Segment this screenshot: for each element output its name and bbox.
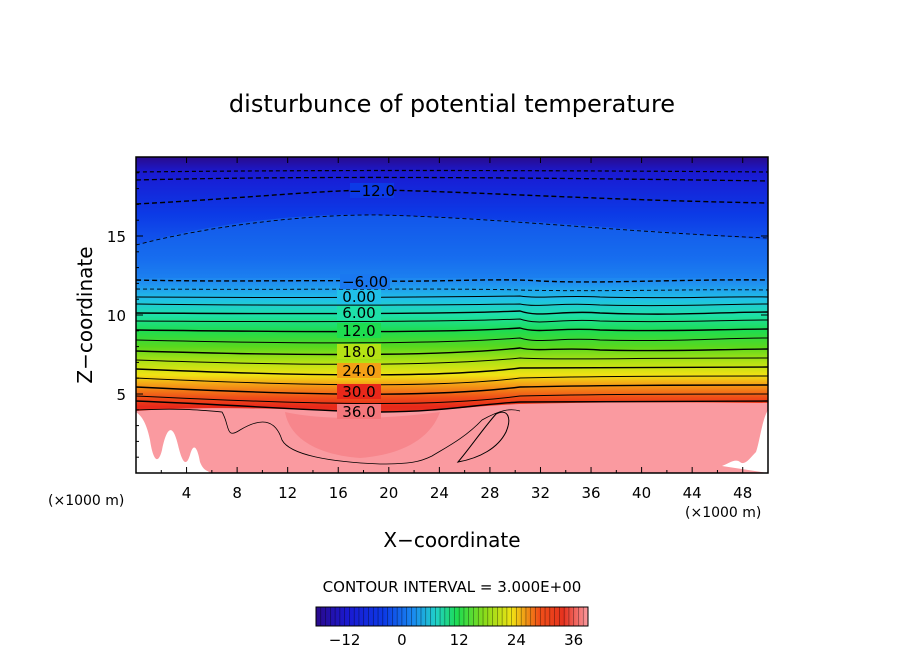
contour-label: 0.00 xyxy=(342,288,375,306)
x-tick-label: 36 xyxy=(581,484,600,502)
contour-line xyxy=(136,375,768,386)
contour-label: 30.0 xyxy=(342,383,375,401)
contour-line-12 xyxy=(136,327,768,333)
contour-label: 12.0 xyxy=(342,322,375,340)
contour-line xyxy=(136,318,768,323)
contour-line xyxy=(136,214,768,246)
contour-line-24 xyxy=(136,366,768,376)
colorbar-ticks: −12 0 12 24 36 xyxy=(329,631,583,649)
contour-interval-text: CONTOUR INTERVAL = 3.000E+00 xyxy=(323,578,582,596)
x-axis-ticks: 4 8 12 16 20 24 28 32 36 40 44 48 xyxy=(160,157,752,502)
contour-labels: −12.0 −6.00 0.00 6.00 12.0 18.0 24.0 30.… xyxy=(337,182,395,421)
contour-label-bg xyxy=(340,274,390,289)
contour-line xyxy=(136,169,768,173)
contour-label-bg xyxy=(350,183,394,198)
x-tick-label: 40 xyxy=(632,484,651,502)
terrain-blank-right xyxy=(722,410,768,473)
x-tick-label: 32 xyxy=(531,484,550,502)
contour-line-neg6 xyxy=(136,279,768,283)
contour-label: −12.0 xyxy=(349,182,395,200)
colorbar-tick-label: 24 xyxy=(507,631,526,649)
colorbar-tick-label: 36 xyxy=(564,631,583,649)
y-axis-ticks: 5 10 15 xyxy=(107,172,768,458)
x-tick-label: 16 xyxy=(329,484,348,502)
x-tick-label: 28 xyxy=(480,484,499,502)
contour-label: −6.00 xyxy=(342,273,388,291)
x-axis-label: X−coordinate xyxy=(383,528,520,552)
colorbar-tick-label: 12 xyxy=(450,631,469,649)
contour-line-36 xyxy=(136,400,768,413)
contour-label-bg xyxy=(337,323,381,338)
x-tick-label: 8 xyxy=(232,484,242,502)
contour-label-bg xyxy=(337,344,381,359)
plot-area: −12.0 −6.00 0.00 6.00 12.0 18.0 24.0 30.… xyxy=(136,157,768,473)
x-unit-right: (×1000 m) xyxy=(685,505,761,521)
warm-surface-region xyxy=(136,402,768,473)
contour-line xyxy=(136,303,768,307)
x-tick-label: 44 xyxy=(683,484,702,502)
colorbar-divisions xyxy=(320,607,584,626)
contour-line-6 xyxy=(136,310,768,315)
contour-label: 18.0 xyxy=(342,343,375,361)
contour-line xyxy=(136,393,768,405)
x-tick-label: 12 xyxy=(278,484,297,502)
contour-label: 24.0 xyxy=(342,362,375,380)
contour-label-bg xyxy=(337,363,381,378)
colorbar-tick-label: 0 xyxy=(397,631,407,649)
contour-label-bg xyxy=(337,290,381,304)
contour-label-bg xyxy=(337,384,381,399)
contour-label: 36.0 xyxy=(342,403,375,421)
x-tick-label: 24 xyxy=(430,484,449,502)
y-tick-label: 15 xyxy=(107,228,126,246)
contour-line-neg12 xyxy=(136,189,768,205)
contour-label-bg xyxy=(337,306,381,320)
y-tick-label: 5 xyxy=(116,386,126,404)
y-axis-label: Z−coordinate xyxy=(73,246,97,383)
colorbar-tick-label: −12 xyxy=(329,631,361,649)
contour-line xyxy=(136,288,768,292)
contour-line-18 xyxy=(136,347,768,356)
x-tick-label: 20 xyxy=(379,484,398,502)
terrain-blank xyxy=(136,412,210,473)
x-tick-label: 48 xyxy=(733,484,752,502)
contour-line xyxy=(136,357,768,365)
contour-label: 6.00 xyxy=(342,304,375,322)
contour-label-bg xyxy=(337,404,381,419)
surface-thin-contour xyxy=(136,408,521,465)
warm-inner-contour xyxy=(456,411,510,463)
contour-line xyxy=(136,176,768,182)
colorbar xyxy=(315,606,589,627)
contour-lines xyxy=(136,169,768,413)
contour-line-30 xyxy=(136,384,768,395)
cool-bulge-region xyxy=(136,214,768,278)
warm-core-region xyxy=(285,412,440,458)
contour-line-zero xyxy=(136,295,768,299)
y-tick-label: 10 xyxy=(107,307,126,325)
contour-line xyxy=(136,337,768,344)
x-tick-label: 4 xyxy=(182,484,192,502)
x-unit-left: (×1000 m) xyxy=(48,493,124,509)
chart-title: disturbunce of potential temperature xyxy=(229,90,675,118)
